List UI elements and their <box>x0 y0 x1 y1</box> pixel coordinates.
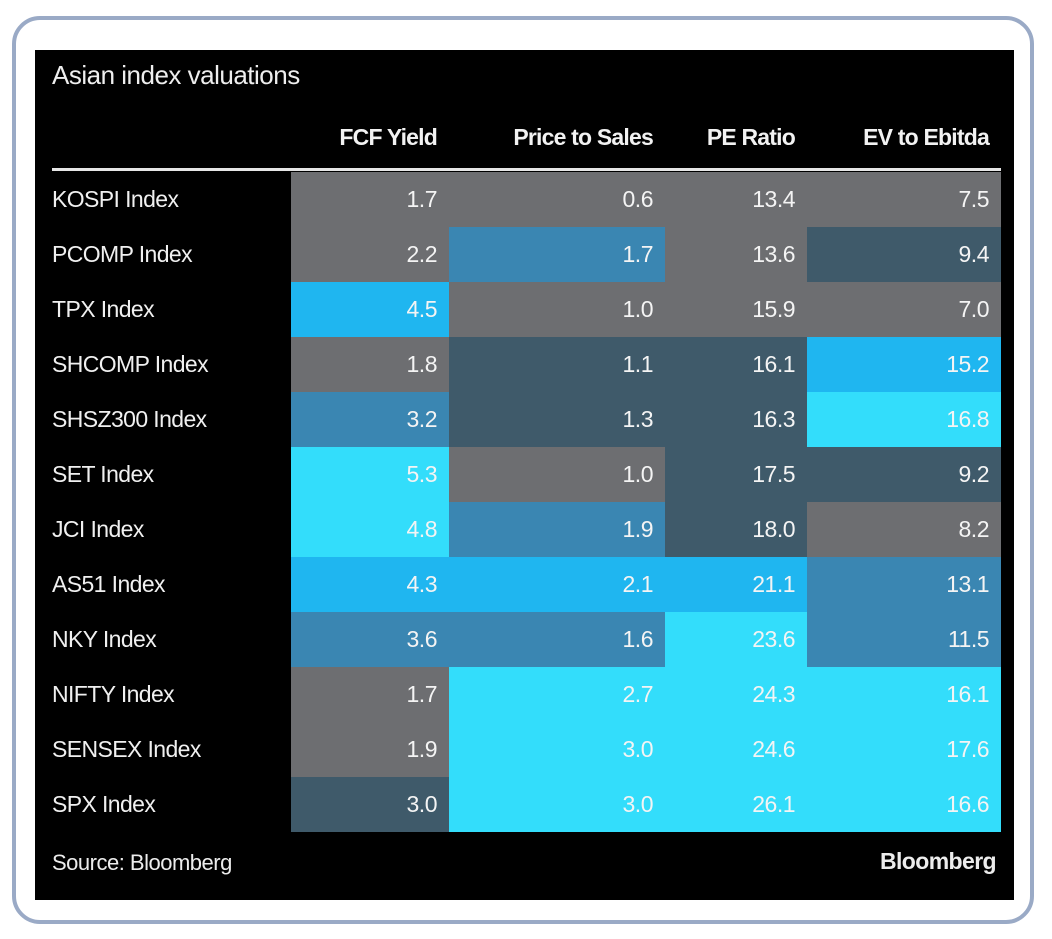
row-label: SPX Index <box>52 791 156 817</box>
table-cell: 5.3 <box>291 447 449 502</box>
table-cell: 8.2 <box>807 502 1001 557</box>
table-cell: 17.6 <box>807 722 1001 777</box>
table-cell: 9.4 <box>807 227 1001 282</box>
table-cell: 16.1 <box>807 667 1001 722</box>
table-cell: 3.2 <box>291 392 449 447</box>
table-cell: 1.3 <box>449 392 665 447</box>
table-cell: 24.3 <box>665 667 807 722</box>
table-cell: 3.6 <box>291 612 449 667</box>
table-cell: 1.0 <box>449 282 665 337</box>
table-cell: 2.7 <box>449 667 665 722</box>
table-cell: 3.0 <box>449 777 665 832</box>
table-cell: 15.9 <box>665 282 807 337</box>
table-cell: 1.9 <box>291 722 449 777</box>
chart-title: Asian index valuations <box>52 60 300 90</box>
table-cell: 1.6 <box>449 612 665 667</box>
table-cell: 3.0 <box>291 777 449 832</box>
table-cell: 16.6 <box>807 777 1001 832</box>
table-cell: 1.8 <box>291 337 449 392</box>
source-note: Source: Bloomberg <box>52 850 232 875</box>
table-cell: 26.1 <box>665 777 807 832</box>
table-cell: 23.6 <box>665 612 807 667</box>
table-cell: 17.5 <box>665 447 807 502</box>
column-header: FCF Yield <box>339 124 437 150</box>
brand-logo-text: Bloomberg <box>880 848 997 874</box>
table-cell: 1.9 <box>449 502 665 557</box>
table-cell: 16.3 <box>665 392 807 447</box>
table-cell: 4.3 <box>291 557 449 612</box>
table-cell: 1.7 <box>291 667 449 722</box>
table-cell: 1.1 <box>449 337 665 392</box>
column-header: EV to Ebitda <box>863 124 990 150</box>
table-cell: 1.7 <box>449 227 665 282</box>
table-cell: 13.1 <box>807 557 1001 612</box>
row-label: JCI Index <box>52 516 144 542</box>
table-cell: 13.6 <box>665 227 807 282</box>
table-cell: 3.0 <box>449 722 665 777</box>
table-cell: 1.0 <box>449 447 665 502</box>
table-cell: 1.7 <box>291 172 449 227</box>
table-cell: 16.1 <box>665 337 807 392</box>
column-header: Price to Sales <box>513 124 653 150</box>
row-label: SHSZ300 Index <box>52 406 207 432</box>
table-cell: 4.8 <box>291 502 449 557</box>
table-cell: 13.4 <box>665 172 807 227</box>
table-cell: 7.5 <box>807 172 1001 227</box>
table-cell: 21.1 <box>665 557 807 612</box>
row-label: NIFTY Index <box>52 681 175 707</box>
row-label: SET Index <box>52 461 154 487</box>
table-cell: 7.0 <box>807 282 1001 337</box>
valuation-table-panel: Asian index valuations Source: Bloomberg… <box>35 50 1014 900</box>
table-cell: 18.0 <box>665 502 807 557</box>
table-cell: 0.6 <box>449 172 665 227</box>
row-label: AS51 Index <box>52 571 166 597</box>
row-label: SHCOMP Index <box>52 351 209 377</box>
table-cell: 24.6 <box>665 722 807 777</box>
row-label: NKY Index <box>52 626 157 652</box>
row-label: TPX Index <box>52 296 155 322</box>
table-cell: 11.5 <box>807 612 1001 667</box>
row-label: SENSEX Index <box>52 736 201 762</box>
row-label: PCOMP Index <box>52 241 193 267</box>
table-cell: 4.5 <box>291 282 449 337</box>
header-divider <box>52 168 1001 171</box>
column-header: PE Ratio <box>706 124 796 150</box>
row-label: KOSPI Index <box>52 186 179 212</box>
table-cell: 2.2 <box>291 227 449 282</box>
table-cell: 2.1 <box>449 557 665 612</box>
table-cell: 16.8 <box>807 392 1001 447</box>
table-cell: 9.2 <box>807 447 1001 502</box>
table-cell: 15.2 <box>807 337 1001 392</box>
